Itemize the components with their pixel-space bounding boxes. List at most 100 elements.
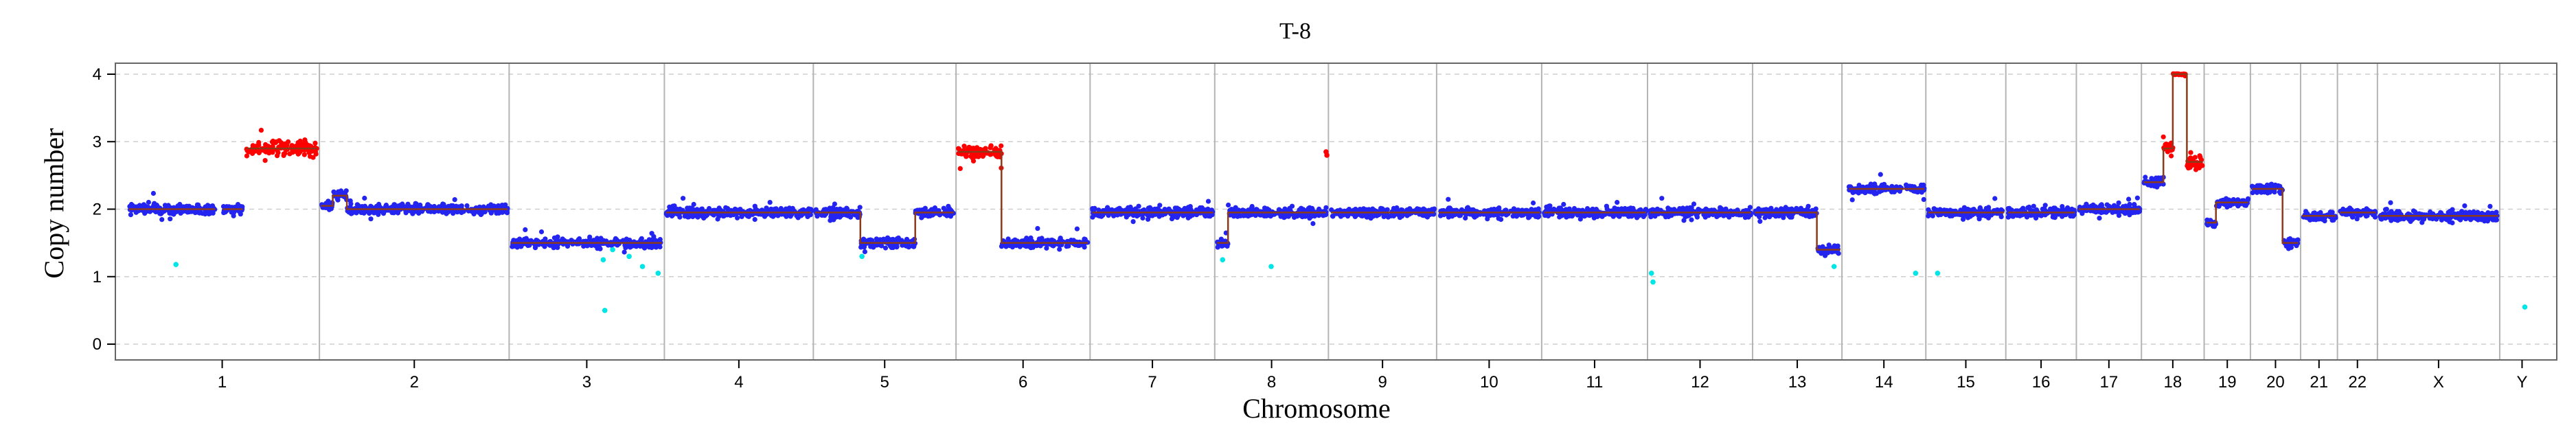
data-point [1284,213,1289,218]
data-point [428,204,433,210]
data-point [2487,203,2493,209]
data-point [2161,134,2166,139]
x-tick-label: 8 [1267,373,1276,392]
data-point [150,190,156,196]
data-point [968,153,974,159]
data-point [164,203,170,209]
x-tick-label: 2 [410,373,419,392]
data-point [1988,212,1994,218]
data-point [1768,205,1774,211]
data-point [2042,203,2048,208]
data-point [1536,213,1541,218]
data-point [1582,214,1587,219]
data-point [1124,214,1129,220]
data-point [376,204,382,210]
data-point [367,211,372,216]
data-point [1023,244,1029,249]
data-point [652,238,658,243]
data-point [657,244,663,250]
data-point [1200,205,1205,211]
data-point [488,202,494,207]
y-tick-label: 0 [93,335,102,354]
data-point [1236,207,1242,213]
data-point [889,245,894,250]
x-tick-label: Y [2516,373,2527,392]
data-point [1357,207,1363,212]
data-point [551,245,556,251]
data-point [2382,207,2389,212]
data-point [837,206,843,212]
y-tick-label: 3 [93,133,102,151]
outlier-point [2522,304,2528,310]
data-point [1968,214,1973,219]
data-point [1306,205,1311,212]
data-point [141,204,147,210]
data-point [1044,245,1049,251]
x-tick-label: 12 [1691,373,1709,392]
data-point [862,249,867,255]
data-point [1977,205,1983,210]
data-point [999,244,1005,249]
data-point [1322,212,1327,218]
data-point [1035,226,1040,231]
data-point [2126,196,2132,202]
data-point [745,212,751,218]
data-point [1221,242,1227,248]
data-point [1551,206,1557,212]
data-point [177,201,183,207]
data-point [861,245,867,250]
data-point [691,201,696,207]
data-point [1096,207,1102,213]
y-tick-label: 4 [93,65,102,84]
data-point [710,207,716,213]
data-point [1961,205,1967,210]
data-point [961,144,967,149]
data-point [767,200,773,205]
data-point [1358,213,1364,218]
data-point [2372,214,2378,220]
data-point [1686,213,1691,218]
data-point [1992,196,1998,201]
data-point [2413,209,2418,214]
data-point [685,205,690,211]
data-point [133,210,139,215]
data-point [1590,206,1595,212]
data-point [988,143,994,148]
data-point [504,210,510,216]
data-point [470,209,476,214]
data-point [297,138,303,144]
data-point [957,166,963,171]
data-point [1503,207,1509,213]
data-point [362,195,367,201]
data-point [258,128,264,133]
data-point [1564,214,1569,220]
x-tick-label: 13 [1788,373,1807,392]
data-point [142,211,148,216]
outlier-point [1220,257,1226,263]
data-point [974,152,980,157]
data-point [2031,203,2036,209]
outlier-point [859,253,865,260]
data-point [894,236,900,242]
data-point [1150,207,1155,212]
outlier-point [655,271,661,276]
data-point [1005,236,1011,242]
data-point [1776,212,1781,218]
data-point [1762,215,1768,220]
data-point [451,211,456,216]
data-point [1872,181,1878,187]
data-point [2450,207,2455,212]
data-point [1066,243,1071,249]
data-point [1106,213,1111,218]
data-point [1187,212,1193,218]
data-point [937,212,943,218]
data-point [1180,207,1185,213]
data-point [1689,217,1694,223]
data-point [374,209,379,214]
data-point [1794,205,1799,211]
data-point [1672,207,1677,212]
data-points [127,71,2528,313]
data-point [2254,190,2260,195]
data-point [1130,219,1136,225]
data-point [1057,247,1062,252]
